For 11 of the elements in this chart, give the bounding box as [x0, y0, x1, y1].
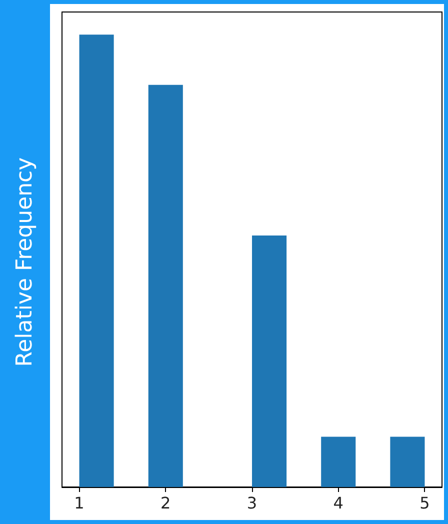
- x-tick-label: 2: [160, 494, 171, 512]
- y-axis-title: Relative Frequency: [12, 157, 38, 367]
- bar: [148, 84, 183, 487]
- x-tick-label: 5: [420, 494, 430, 512]
- x-tick-label: 4: [333, 494, 344, 512]
- x-tick-label: 1: [74, 494, 84, 512]
- x-tick-label: 3: [246, 494, 258, 512]
- bar: [321, 436, 356, 487]
- bar: [390, 436, 425, 487]
- bar: [79, 34, 114, 487]
- bar: [252, 235, 287, 487]
